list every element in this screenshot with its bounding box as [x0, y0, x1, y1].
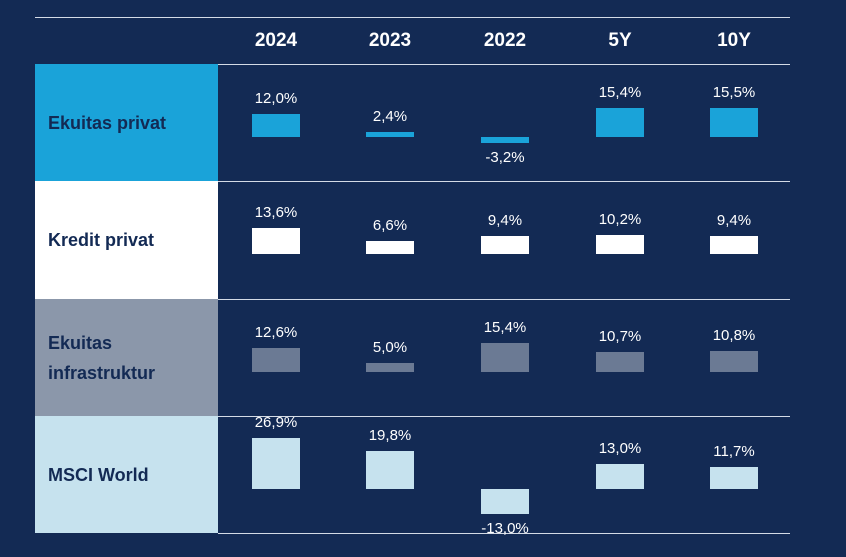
column-header-2: 2022 [483, 30, 527, 51]
bar [596, 107, 644, 137]
bar [710, 107, 758, 137]
data-label: 6,6% [372, 217, 408, 235]
table-rule-3 [218, 299, 790, 300]
bar [481, 137, 529, 144]
data-label: -3,2% [485, 149, 525, 167]
data-label: 13,6% [254, 204, 298, 222]
data-label: 12,6% [254, 324, 298, 342]
table-rule-4 [218, 416, 790, 417]
bar [710, 351, 758, 372]
data-label: 9,4% [487, 212, 523, 230]
data-label: 19,8% [368, 427, 412, 445]
row-label-3: MSCI World [35, 416, 218, 533]
bar [252, 348, 300, 372]
bar [481, 236, 529, 254]
table-rule-2 [218, 181, 790, 182]
data-label: 2,4% [372, 108, 408, 126]
bar [596, 351, 644, 372]
data-label: 15,5% [712, 83, 756, 101]
data-label: 5,0% [372, 338, 408, 356]
data-label: 13,0% [598, 440, 642, 458]
bar [366, 362, 414, 372]
table-rule-0 [35, 17, 790, 18]
data-label: -13,0% [481, 519, 529, 537]
data-label: 10,7% [598, 327, 642, 345]
data-label: 10,2% [598, 210, 642, 228]
table-rule-5 [218, 533, 790, 534]
data-label: 26,9% [254, 413, 298, 431]
data-label: 11,7% [713, 442, 755, 460]
row-label-0: Ekuitas privat [35, 64, 218, 181]
column-header-4: 10Y [717, 30, 751, 51]
bar [596, 234, 644, 254]
bar [596, 464, 644, 489]
data-label: 15,4% [483, 318, 527, 336]
row-label-2: Ekuitas infrastruktur [35, 299, 218, 416]
bar [366, 132, 414, 137]
bar [252, 437, 300, 489]
column-header-1: 2023 [368, 30, 412, 51]
row-label-1: Kredit privat [35, 181, 218, 299]
table-rule-1 [218, 64, 790, 65]
data-label: 9,4% [716, 212, 752, 230]
bar [710, 236, 758, 254]
bar [366, 451, 414, 489]
bar [481, 489, 529, 514]
data-label: 10,8% [712, 327, 756, 345]
column-header-0: 2024 [254, 30, 298, 51]
data-label: 12,0% [254, 90, 298, 108]
bar [481, 342, 529, 372]
bar [366, 241, 414, 254]
bar [252, 228, 300, 254]
column-header-3: 5Y [608, 30, 632, 51]
bar [710, 466, 758, 489]
bar [252, 114, 300, 137]
data-label: 15,4% [598, 83, 642, 101]
